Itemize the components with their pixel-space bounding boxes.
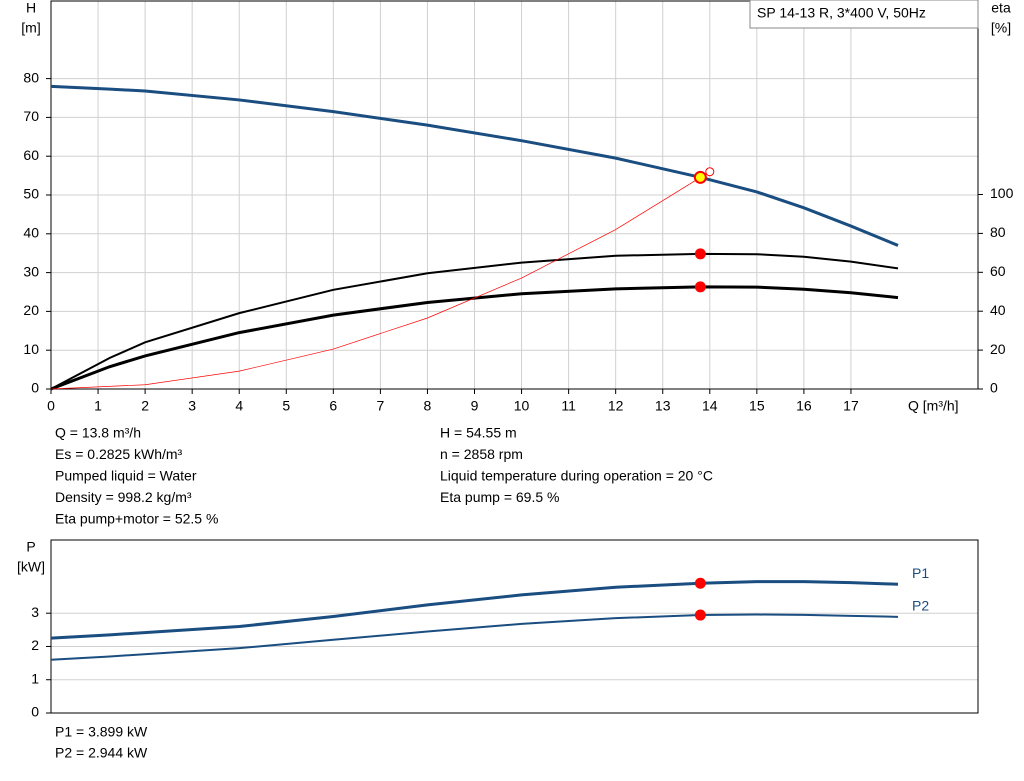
y-tick-label: 2 (31, 637, 39, 653)
y-tick-label: 3 (31, 604, 39, 620)
series-line (50, 252, 899, 390)
x-tick-label: 17 (843, 398, 859, 414)
duty-point (694, 281, 706, 293)
info-text: Es = 0.2825 kWh/m³ (55, 446, 183, 462)
x-tick-label: 10 (514, 398, 530, 414)
info-text: P2 = 2.944 kW (55, 745, 148, 761)
y2-tick-label: 60 (990, 263, 1006, 279)
info-text: P1 = 3.899 kW (55, 724, 148, 740)
y-tick-label: 50 (23, 186, 39, 202)
x-tick-label: 4 (235, 398, 243, 414)
x-tick-label: 9 (471, 398, 479, 414)
y-axis-unit: [kW] (17, 559, 45, 575)
x-tick-label: 12 (608, 398, 624, 414)
x-tick-label: 0 (47, 398, 55, 414)
y2-axis-unit: [%] (991, 20, 1011, 36)
info-text: Q = 13.8 m³/h (55, 425, 141, 441)
x-tick-label: 8 (424, 398, 432, 414)
series-line (50, 84, 899, 247)
y-tick-label: 0 (31, 704, 39, 720)
x-tick-label: 1 (94, 398, 102, 414)
x-tick-label: 5 (282, 398, 290, 414)
info-text: H = 54.55 m (440, 425, 517, 441)
x-tick-label: 11 (561, 398, 576, 414)
info-text: Density = 998.2 kg/m³ (55, 489, 192, 505)
y-axis-label: H (26, 0, 36, 16)
plot-frame (50, 539, 979, 714)
info-text: Pumped liquid = Water (55, 468, 197, 484)
y2-tick-label: 100 (990, 185, 1014, 201)
x-tick-label: 6 (329, 398, 337, 414)
series-line (50, 580, 899, 640)
y-tick-label: 1 (31, 670, 39, 686)
series-label: P2 (912, 598, 929, 614)
y2-tick-label: 0 (990, 380, 998, 396)
y-axis-unit: [m] (21, 20, 40, 36)
x-tick-label: 13 (655, 398, 671, 414)
x-tick-label: 3 (188, 398, 196, 414)
series-line (50, 171, 710, 390)
y-tick-label: 30 (23, 263, 39, 279)
duty-point (694, 577, 706, 589)
duty-point (694, 248, 706, 260)
x-axis-label: Q [m³/h] (908, 398, 959, 414)
series-label: P1 (912, 565, 929, 581)
x-tick-label: 2 (141, 398, 149, 414)
y2-axis-label: eta (991, 0, 1011, 16)
y2-tick-label: 20 (990, 341, 1006, 357)
y2-tick-label: 80 (990, 224, 1006, 240)
title-box (749, 0, 979, 29)
duty-point (693, 170, 707, 184)
info-text: Eta pump+motor = 52.5 % (55, 511, 218, 527)
info-text: Liquid temperature during operation = 20… (440, 468, 713, 484)
y-tick-label: 20 (23, 302, 39, 318)
series-line (50, 613, 899, 661)
info-text: Eta pump = 69.5 % (440, 489, 559, 505)
y-axis-label: P (26, 539, 35, 555)
y-tick-label: 80 (23, 69, 39, 85)
curve-end-marker (705, 167, 715, 177)
series-line (50, 285, 899, 391)
chart-title: SP 14-13 R, 3*400 V, 50Hz (757, 5, 926, 21)
duty-point (694, 609, 706, 621)
info-text: n = 2858 rpm (440, 446, 523, 462)
y-tick-label: 40 (23, 225, 39, 241)
x-tick-label: 15 (749, 398, 765, 414)
y-tick-label: 0 (31, 380, 39, 396)
y2-tick-label: 40 (990, 302, 1006, 318)
x-tick-label: 7 (376, 398, 384, 414)
x-tick-label: 14 (702, 398, 718, 414)
x-tick-label: 16 (796, 398, 812, 414)
y-tick-label: 70 (23, 108, 39, 124)
y-tick-label: 60 (23, 147, 39, 163)
y-tick-label: 10 (23, 341, 39, 357)
